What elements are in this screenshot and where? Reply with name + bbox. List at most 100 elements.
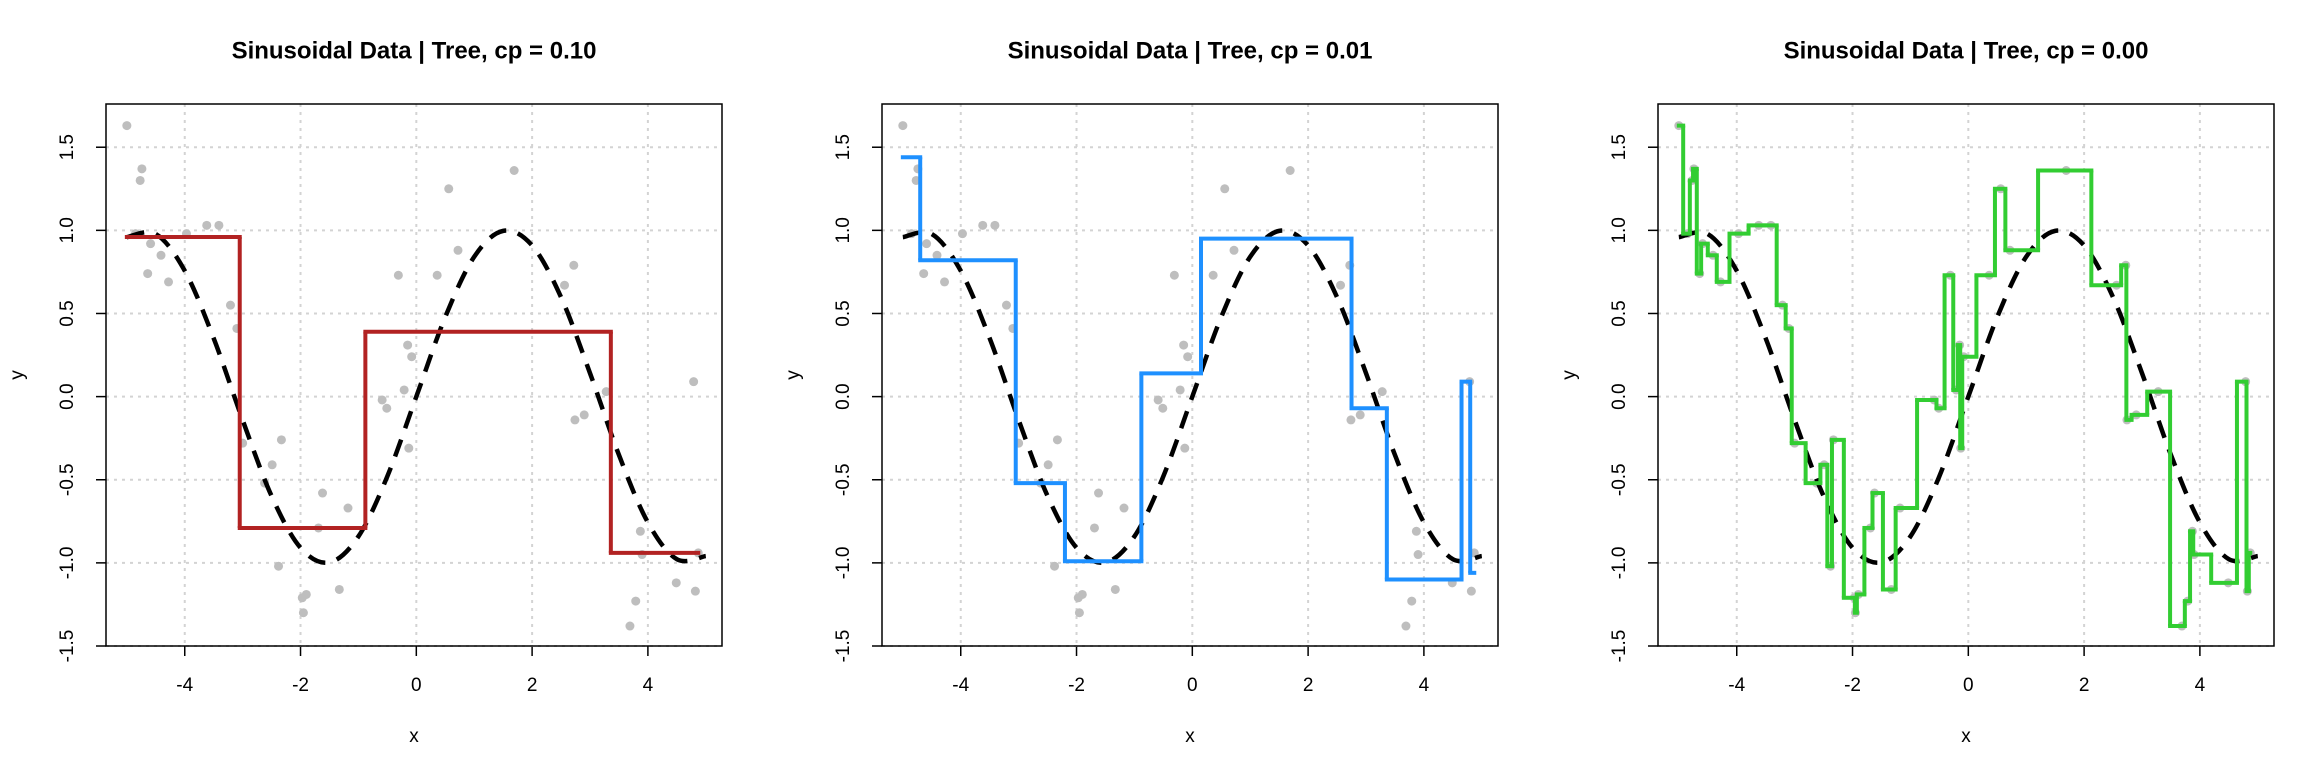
- y-tick-label: 1.0: [1609, 217, 1630, 243]
- data-point: [274, 561, 284, 571]
- x-tick-label: -4: [952, 675, 969, 696]
- data-point: [1401, 621, 1411, 631]
- plot-area: [122, 121, 707, 631]
- x-axis-label: x: [1185, 726, 1195, 747]
- x-tick-label: 0: [1187, 675, 1198, 696]
- y-tick-label: 1.5: [833, 134, 854, 160]
- x-axis-label: x: [1961, 726, 1971, 747]
- data-point: [1411, 526, 1421, 536]
- data-point: [1158, 403, 1168, 413]
- x-tick-label: 2: [2079, 675, 2090, 696]
- data-point: [267, 460, 277, 470]
- data-point: [164, 277, 174, 287]
- y-tick-label: 1.5: [57, 134, 78, 160]
- y-axis-label: y: [783, 370, 804, 380]
- data-point: [569, 260, 579, 270]
- data-point: [1208, 270, 1218, 280]
- data-point: [1180, 443, 1190, 453]
- data-point: [919, 269, 929, 279]
- data-point: [631, 596, 641, 606]
- data-point: [276, 435, 286, 445]
- y-tick-label: -1.5: [833, 630, 854, 663]
- chart-title: Sinusoidal Data | Tree, cp = 0.00: [1784, 37, 2149, 64]
- data-point: [137, 164, 147, 174]
- data-point: [214, 220, 224, 230]
- data-point: [444, 184, 454, 194]
- data-point: [560, 280, 570, 290]
- y-tick-label: -0.5: [833, 463, 854, 496]
- data-point: [690, 586, 700, 596]
- data-point: [1466, 586, 1476, 596]
- data-point: [393, 270, 403, 280]
- data-point: [671, 578, 681, 588]
- data-point: [1229, 245, 1239, 255]
- data-point: [1377, 387, 1387, 397]
- data-point: [689, 377, 699, 387]
- y-tick-label: -1.0: [1609, 546, 1630, 579]
- y-axis-label: y: [7, 370, 28, 380]
- data-point: [1094, 488, 1104, 498]
- data-point: [122, 121, 132, 131]
- true-curve: [126, 228, 707, 565]
- data-point: [399, 385, 409, 395]
- data-point: [1119, 503, 1129, 513]
- y-tick-label: 0.0: [833, 383, 854, 409]
- data-point: [403, 340, 413, 350]
- y-axis-label: y: [1559, 370, 1580, 380]
- data-point: [1052, 435, 1062, 445]
- y-tick-label: 0.5: [1609, 300, 1630, 326]
- data-point: [1074, 608, 1084, 618]
- data-point: [1407, 596, 1417, 606]
- y-tick-label: -1.0: [833, 546, 854, 579]
- data-point: [143, 269, 153, 279]
- chart-title: Sinusoidal Data | Tree, cp = 0.10: [232, 37, 597, 64]
- x-tick-label: 4: [1419, 675, 1430, 696]
- data-point: [1169, 270, 1179, 280]
- data-point: [601, 387, 611, 397]
- x-tick-label: 0: [1963, 675, 1974, 696]
- data-point: [382, 403, 392, 413]
- data-point: [1413, 550, 1423, 560]
- plot-frame: [881, 103, 1499, 647]
- data-point: [898, 121, 908, 131]
- data-point: [453, 245, 463, 255]
- data-point: [922, 239, 932, 249]
- x-tick-label: 4: [643, 675, 654, 696]
- y-tick-label: 1.5: [1609, 134, 1630, 160]
- data-point: [1110, 584, 1120, 594]
- y-tick-label: 1.0: [833, 217, 854, 243]
- data-point: [990, 220, 1000, 230]
- x-tick-label: 0: [411, 675, 422, 696]
- data-point: [1153, 395, 1163, 405]
- data-point: [1077, 589, 1087, 599]
- data-point: [1220, 184, 1230, 194]
- data-point: [156, 250, 166, 260]
- data-point: [1346, 415, 1356, 425]
- data-point: [625, 621, 635, 631]
- y-tick-label: -1.5: [57, 630, 78, 663]
- plot-area: [1674, 121, 2259, 631]
- x-tick-label: -2: [292, 675, 309, 696]
- x-tick-label: -2: [1844, 675, 1861, 696]
- y-tick-label: 0.0: [57, 383, 78, 409]
- plot-frame: [105, 103, 723, 647]
- data-point: [579, 410, 589, 420]
- x-tick-label: -4: [1728, 675, 1745, 696]
- x-tick-label: 2: [527, 675, 538, 696]
- data-point: [1336, 280, 1346, 290]
- y-tick-label: -1.0: [57, 546, 78, 579]
- y-tick-label: -0.5: [1609, 463, 1630, 496]
- data-point: [301, 589, 311, 599]
- data-point: [1001, 300, 1011, 310]
- y-tick-label: 0.0: [1609, 383, 1630, 409]
- data-point: [940, 277, 950, 287]
- y-tick-label: 1.0: [57, 217, 78, 243]
- data-point: [202, 220, 212, 230]
- data-point: [1183, 352, 1193, 362]
- data-point: [932, 250, 942, 260]
- data-point: [957, 229, 967, 239]
- panel: Sinusoidal Data | Tree, cp = 0.00 x y -4 -2 0…: [1559, 37, 2275, 747]
- data-point: [298, 608, 308, 618]
- data-point: [318, 488, 328, 498]
